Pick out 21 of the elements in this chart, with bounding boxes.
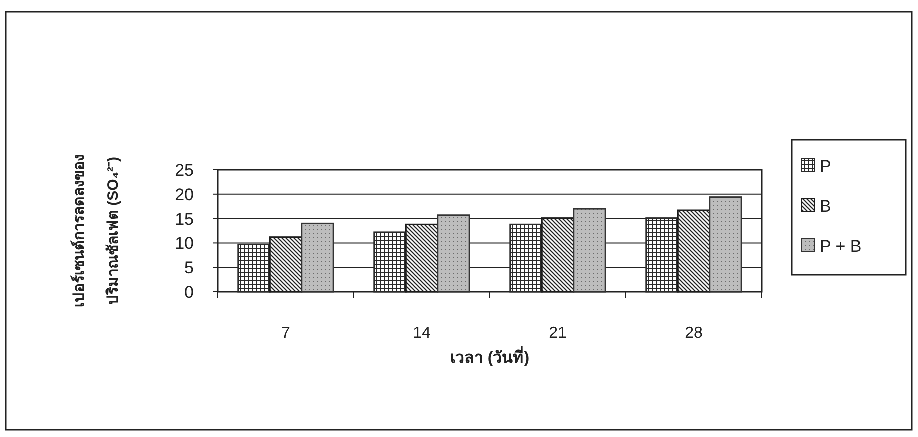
bar <box>405 224 439 293</box>
x-tick-label: 14 <box>413 325 431 342</box>
bar <box>677 210 711 293</box>
y-axis-title: เปอร์เซนต์การลดลงของ ปริมาณซัลเฟต (SO₄²⁻) <box>70 154 122 308</box>
y-tick-label: 15 <box>175 210 194 229</box>
x-tick-label: 28 <box>685 325 703 342</box>
bar <box>437 214 470 293</box>
y-tick-label: 25 <box>175 161 194 180</box>
x-tick-label: 21 <box>549 325 567 342</box>
y-tick-label: 0 <box>184 283 194 302</box>
x-tick-label: 7 <box>282 325 291 342</box>
bar <box>301 222 334 293</box>
legend-label: B <box>820 197 832 216</box>
legend-label: P <box>820 157 832 176</box>
y-tick-label: 5 <box>184 258 194 278</box>
bar <box>709 196 742 293</box>
y-tick-label: 20 <box>175 185 194 204</box>
legend-label: P + B <box>820 237 862 256</box>
y-tick-label: 10 <box>175 234 194 254</box>
x-axis-title: เวลา (วันที่) <box>450 346 530 367</box>
bar <box>573 208 606 293</box>
